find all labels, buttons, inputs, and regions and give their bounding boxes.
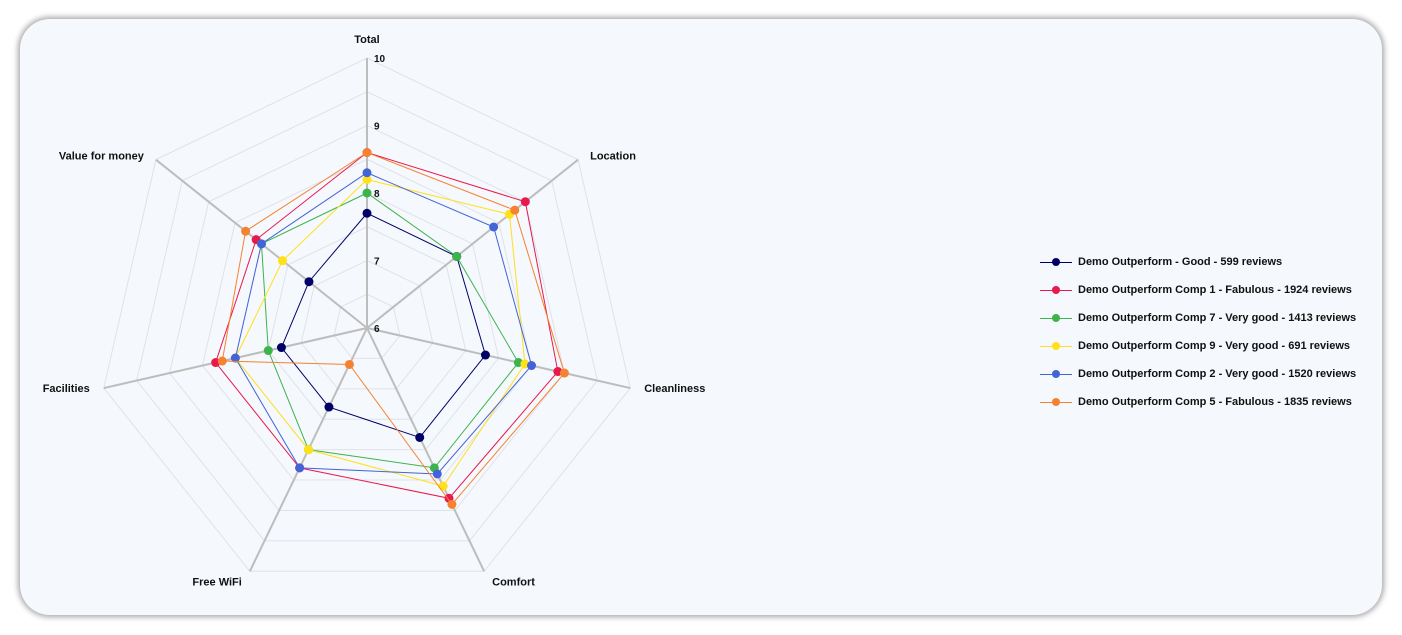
legend-swatch-icon xyxy=(1040,395,1072,409)
data-point[interactable] xyxy=(559,368,569,378)
data-point[interactable] xyxy=(230,353,240,363)
grid-ring xyxy=(169,124,565,511)
series-line xyxy=(221,151,565,506)
legend-item[interactable]: Demo Outperform Comp 9 - Very good - 691… xyxy=(1040,332,1356,360)
data-point[interactable] xyxy=(278,256,288,266)
legend-item[interactable]: Demo Outperform Comp 7 - Very good - 141… xyxy=(1040,304,1356,332)
tick-label: 9 xyxy=(374,122,380,133)
data-point[interactable] xyxy=(362,148,372,157)
legend-item[interactable]: Demo Outperform - Good - 599 reviews xyxy=(1040,248,1356,276)
data-point[interactable] xyxy=(304,277,314,287)
axis-label: Cleanliness xyxy=(644,383,705,395)
axis-label: Location xyxy=(590,151,636,163)
data-point[interactable] xyxy=(362,168,372,178)
data-point[interactable] xyxy=(520,197,530,207)
axis-spoke xyxy=(366,327,631,390)
data-point[interactable] xyxy=(276,343,286,353)
data-point[interactable] xyxy=(527,361,537,371)
data-point[interactable] xyxy=(263,346,273,356)
grid-ring xyxy=(267,226,467,420)
series-line xyxy=(260,192,519,469)
legend-swatch-icon xyxy=(1040,283,1072,297)
radar-chart: 6 7 8 9 10 Total Location Cleanliness Comfort Fre… xyxy=(43,34,706,588)
data-point[interactable] xyxy=(256,239,266,249)
legend-label: Demo Outperform Comp 1 - Fabulous - 1924… xyxy=(1078,284,1352,296)
grid-ring xyxy=(201,158,533,481)
legend-label: Demo Outperform Comp 2 - Very good - 152… xyxy=(1078,368,1357,380)
series-line xyxy=(234,178,526,487)
data-point[interactable] xyxy=(447,499,457,509)
data-point[interactable] xyxy=(480,350,490,360)
data-point[interactable] xyxy=(510,205,520,215)
legend-swatch-icon xyxy=(1040,311,1072,325)
axis-label: Comfort xyxy=(492,576,535,588)
data-point[interactable] xyxy=(295,463,305,473)
axis-spoke xyxy=(366,158,579,329)
data-point[interactable] xyxy=(324,402,334,412)
axis-label: Value for money xyxy=(59,151,145,163)
data-point[interactable] xyxy=(438,481,448,491)
data-point[interactable] xyxy=(241,226,251,236)
legend-swatch-icon xyxy=(1040,255,1072,269)
data-point[interactable] xyxy=(415,432,425,442)
data-point[interactable] xyxy=(362,188,372,198)
legend-item[interactable]: Demo Outperform Comp 1 - Fabulous - 1924… xyxy=(1040,276,1356,304)
data-point[interactable] xyxy=(362,175,372,184)
legend-item[interactable]: Demo Outperform Comp 5 - Fabulous - 1835… xyxy=(1040,388,1356,416)
tick-label: 8 xyxy=(374,189,380,200)
chart-card: 6 7 8 9 10 Total Location Cleanliness Comfort Fre… xyxy=(20,19,1382,615)
series-line xyxy=(234,172,533,475)
legend-item[interactable]: Demo Outperform Comp 2 - Very good - 152… xyxy=(1040,360,1356,388)
grid-ring xyxy=(333,293,401,359)
series-line xyxy=(215,151,559,499)
legend-label: Demo Outperform Comp 9 - Very good - 691… xyxy=(1078,340,1351,352)
grid-ring xyxy=(136,91,598,542)
data-point[interactable] xyxy=(452,251,462,261)
data-point[interactable] xyxy=(432,469,442,479)
legend-swatch-icon xyxy=(1040,367,1072,381)
series-line xyxy=(280,212,487,439)
data-point[interactable] xyxy=(217,356,227,366)
data-point[interactable] xyxy=(489,222,499,232)
legend-label: Demo Outperform Comp 5 - Fabulous - 1835… xyxy=(1078,396,1352,408)
axis-spoke xyxy=(366,327,486,572)
tick-label: 10 xyxy=(374,54,386,65)
tick-label: 7 xyxy=(374,257,380,268)
axis-label: Facilities xyxy=(43,383,90,395)
legend-label: Demo Outperform Comp 7 - Very good - 141… xyxy=(1078,312,1357,324)
axis-label: Total xyxy=(354,34,379,46)
data-point[interactable] xyxy=(362,208,372,218)
data-point[interactable] xyxy=(303,445,313,455)
tick-label: 6 xyxy=(374,324,380,335)
legend-label: Demo Outperform - Good - 599 reviews xyxy=(1078,256,1283,268)
axis-label: Free WiFi xyxy=(192,576,241,588)
chart-legend: Demo Outperform - Good - 599 reviews Demo… xyxy=(1040,248,1356,416)
data-point[interactable] xyxy=(344,359,354,369)
grid-ring xyxy=(103,57,631,572)
legend-swatch-icon xyxy=(1040,339,1072,353)
